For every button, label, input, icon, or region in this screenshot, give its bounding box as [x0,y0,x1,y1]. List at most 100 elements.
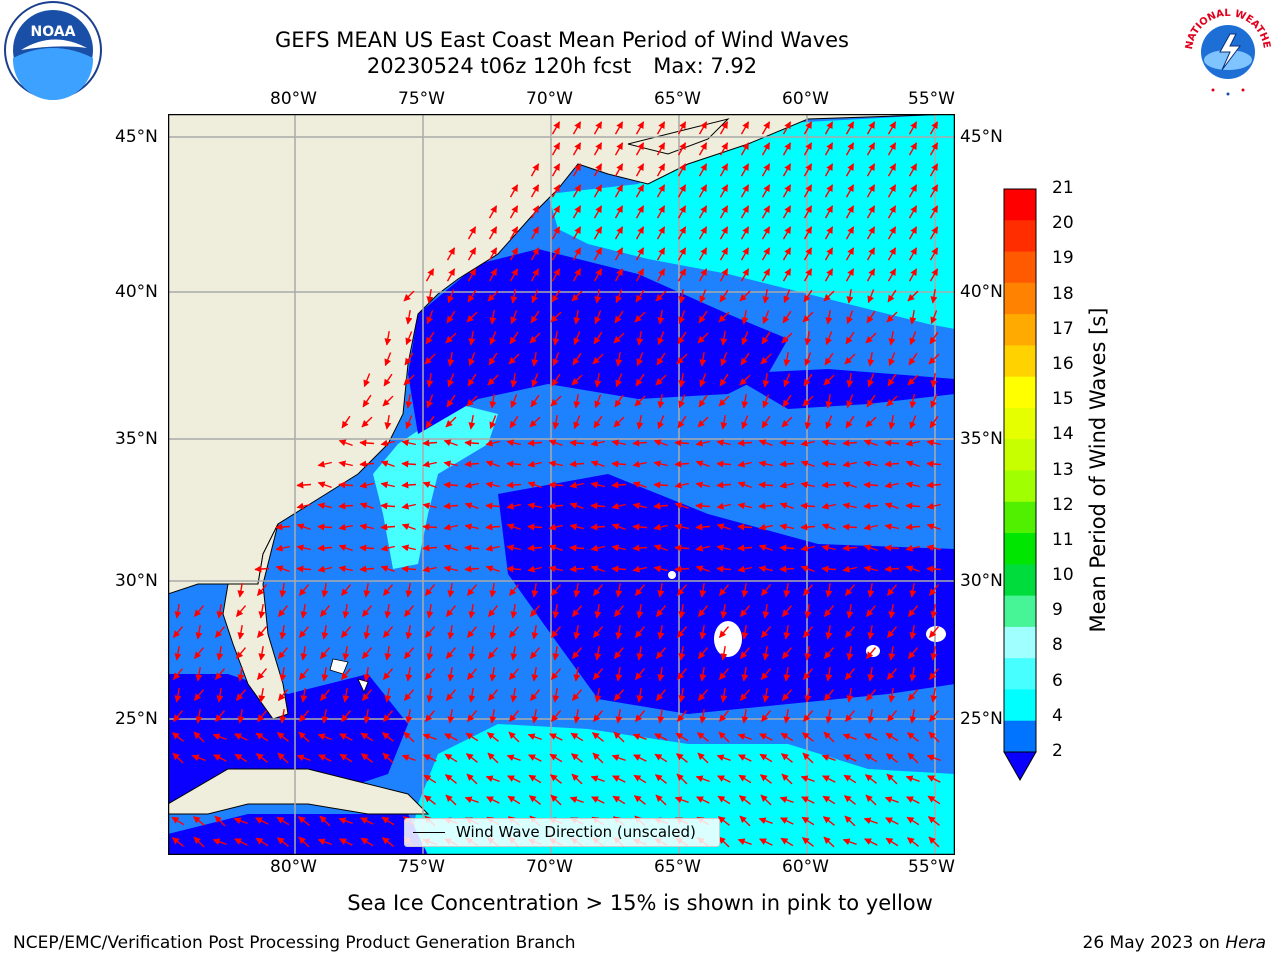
wave-direction-arrow [845,331,855,345]
wave-direction-arrow [195,624,203,640]
wave-direction-arrow [634,584,646,596]
wave-direction-arrow [531,666,539,682]
wave-direction-arrow [863,460,878,468]
wave-direction-arrow [614,268,624,282]
wave-direction-arrow [488,247,498,261]
wave-direction-arrow [884,523,899,531]
wave-direction-arrow [695,481,710,489]
wave-direction-arrow [657,666,665,682]
wave-direction-arrow [594,372,602,388]
wave-direction-arrow [695,523,711,531]
wave-direction-arrow [296,544,311,552]
wave-direction-arrow [422,733,437,741]
wave-direction-arrow [800,544,815,552]
wave-direction-arrow [361,689,373,701]
wave-direction-arrow [800,439,815,447]
wave-direction-arrow [321,624,329,640]
wave-direction-arrow [446,394,456,408]
wave-direction-arrow [552,687,560,703]
wave-direction-arrow [443,481,459,489]
wave-direction-arrow [844,584,856,596]
wave-direction-arrow [698,268,708,282]
wave-direction-arrow [843,754,857,762]
wave-direction-arrow [762,310,770,325]
wave-direction-arrow [447,351,455,367]
wave-direction-arrow [845,184,855,198]
wave-direction-arrow [321,582,329,598]
colorbar-segments [1004,189,1036,753]
wave-direction-arrow [486,796,500,804]
wave-direction-arrow [823,605,835,617]
wave-direction-arrow [907,689,919,701]
wave-direction-arrow [405,582,413,598]
wave-direction-arrow [593,331,603,345]
wave-direction-arrow [572,247,582,261]
wave-direction-arrow [233,817,248,825]
nodata-patch-4 [668,571,676,579]
colorbar-tick: 9 [1052,600,1063,621]
wave-direction-arrow [573,666,581,682]
wave-direction-arrow [885,837,899,847]
wave-direction-arrow [782,310,792,324]
wave-direction-arrow [571,773,583,785]
wave-direction-arrow [446,268,456,282]
wave-direction-arrow [781,416,793,428]
wave-direction-arrow [635,268,645,282]
wave-direction-arrow [317,460,332,468]
wave-direction-arrow [548,565,563,573]
wave-direction-arrow [509,184,519,198]
wave-direction-arrow [761,226,771,240]
wave-direction-arrow [695,502,711,510]
lon-label-bottom-55w: 55°W [908,857,955,877]
wave-direction-arrow [821,502,836,510]
wave-direction-arrow [321,666,329,682]
wave-direction-arrow [508,584,520,596]
wave-direction-arrow [908,121,918,135]
wave-direction-arrow [699,351,707,367]
wave-direction-arrow [549,753,563,763]
wave-direction-arrow [363,624,371,640]
wave-direction-arrow [401,544,416,552]
wave-direction-arrow [884,544,900,552]
wave-direction-arrow [593,247,603,261]
wave-direction-arrow [380,523,396,531]
wave-direction-arrow [405,309,413,325]
wave-direction-arrow [380,565,395,573]
colorbar-segment [1004,533,1036,565]
wave-direction-arrow [802,395,814,407]
wave-direction-arrow [424,584,436,596]
wave-direction-arrow [171,816,185,826]
wave-direction-arrow [317,838,332,846]
wave-direction-arrow [741,309,749,325]
wave-direction-arrow [739,815,751,827]
wave-direction-arrow [485,523,501,531]
wave-direction-arrow [426,645,434,661]
wave-direction-arrow [487,374,499,386]
wave-direction-arrow [508,353,520,365]
wave-direction-arrow [174,645,182,661]
wave-direction-arrow [383,373,393,387]
wave-direction-arrow [845,247,855,261]
wave-direction-arrow [446,247,456,261]
wave-direction-arrow [380,460,395,468]
wave-direction-arrow [615,373,623,388]
wave-direction-arrow [656,205,666,219]
wave-direction-arrow [611,523,626,531]
wave-direction-arrow [866,394,876,408]
wave-direction-arrow [277,689,289,701]
wave-direction-arrow [930,645,938,661]
wave-direction-arrow [824,121,834,135]
colorbar-segment [1004,470,1036,503]
wave-direction-arrow [800,460,815,468]
wave-direction-arrow [531,351,539,367]
wave-direction-arrow [632,523,648,531]
wave-direction-arrow [615,666,623,682]
wave-direction-arrow [237,666,245,682]
wave-direction-arrow [674,796,689,804]
wave-direction-arrow [654,774,667,784]
wave-direction-arrow [718,710,730,722]
wave-direction-arrow [340,584,352,596]
wave-direction-arrow [740,268,750,282]
wave-direction-arrow [909,393,917,409]
wave-direction-arrow [401,439,416,447]
